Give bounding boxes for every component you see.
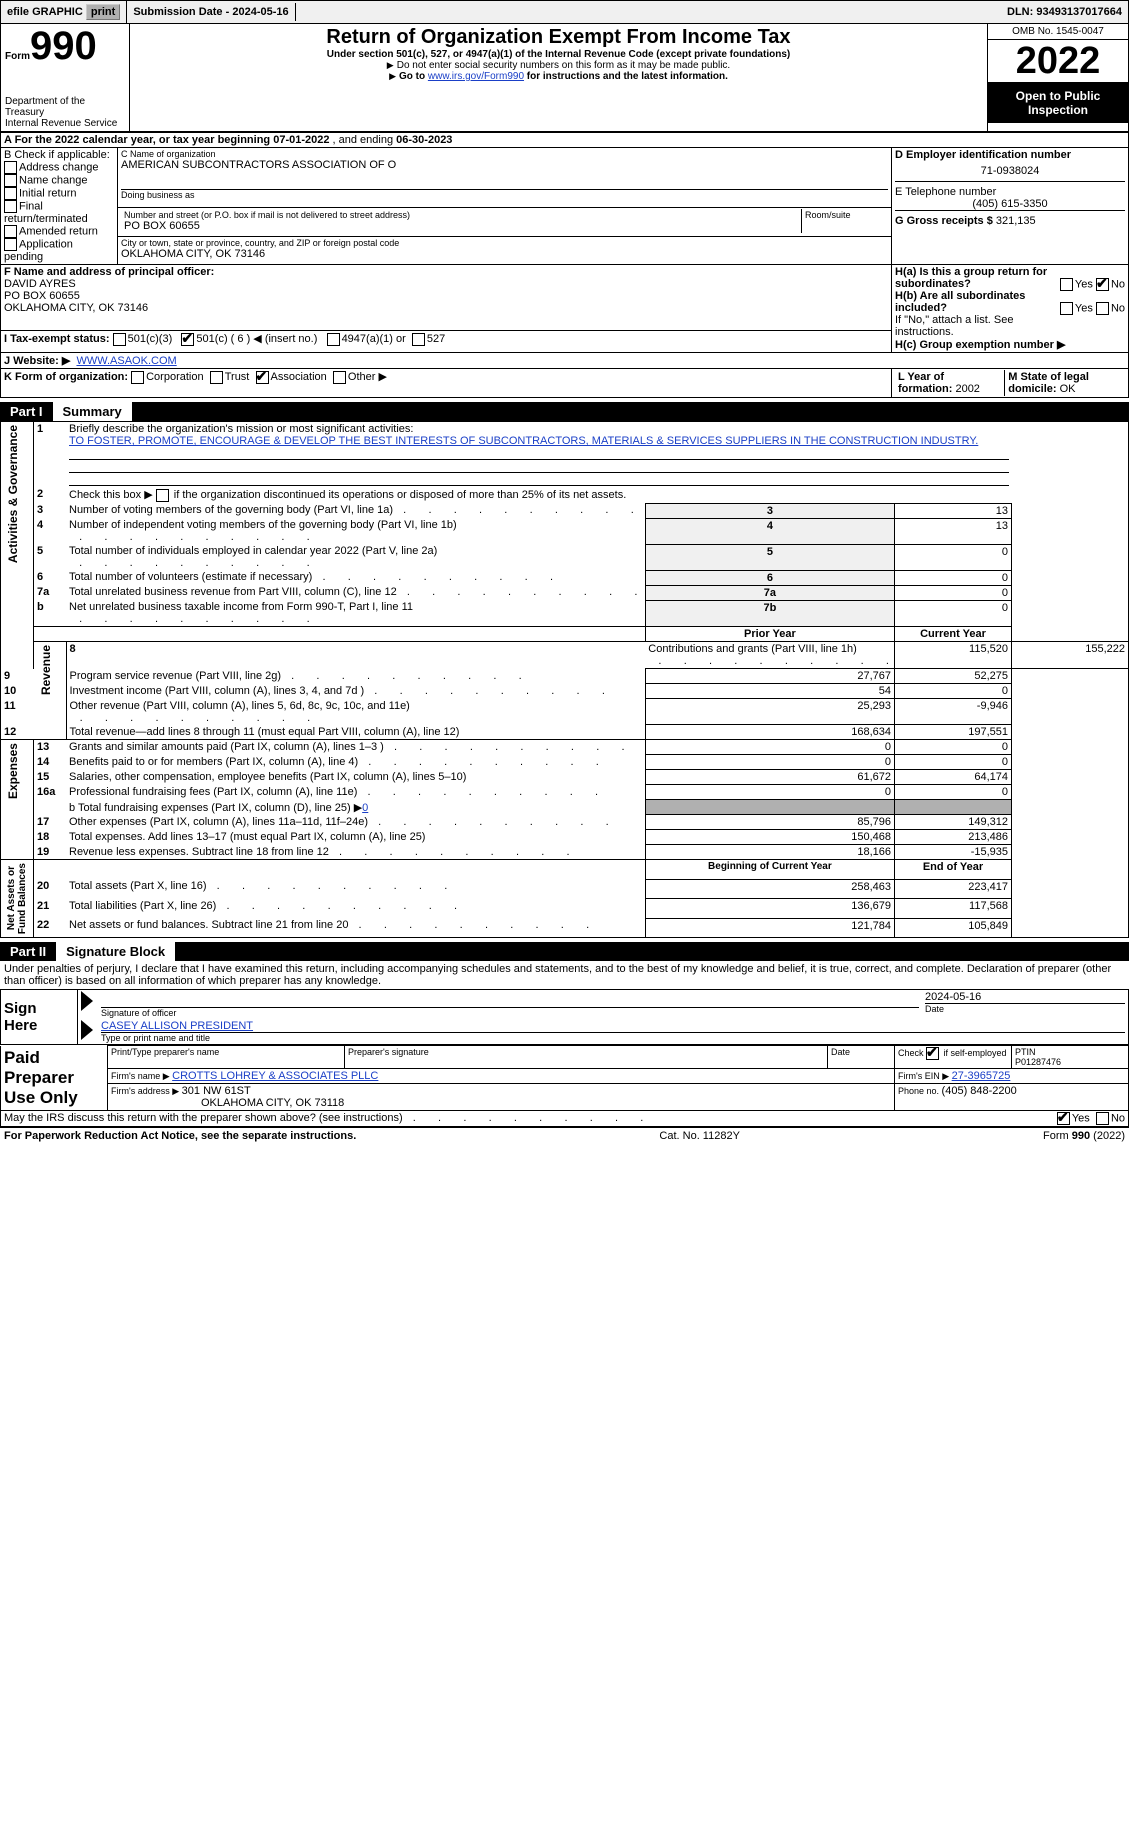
form-title: Return of Organization Exempt From Incom… <box>134 26 983 49</box>
website-link[interactable]: WWW.ASAOK.COM <box>76 355 176 367</box>
sign-arrow-icon <box>81 991 93 1011</box>
signature-table: Sign Here Signature of officer 2024-05-1… <box>0 989 1129 1045</box>
mission-text[interactable]: TO FOSTER, PROMOTE, ENCOURAGE & DEVELOP … <box>69 435 978 447</box>
part2-bar: Part II Signature Block <box>0 942 1129 961</box>
top-bar: efile GRAPHIC print Submission Date - 20… <box>0 0 1129 24</box>
instructions-link[interactable]: www.irs.gov/Form990 <box>428 71 524 82</box>
dln-cell: DLN: 93493137017664 <box>1001 3 1128 21</box>
submission-cell: Submission Date - 2024-05-16 <box>127 3 295 21</box>
page-footer: For Paperwork Reduction Act Notice, see … <box>0 1127 1129 1144</box>
form-header: Form990 Department of the Treasury Inter… <box>0 24 1129 132</box>
tax-year: 2022 <box>988 40 1128 83</box>
part1-bar: Part I Summary <box>0 402 1129 421</box>
print-button[interactable]: print <box>86 4 120 20</box>
perjury-text: Under penalties of perjury, I declare th… <box>0 961 1129 989</box>
preparer-table: Paid Preparer Use Only Print/Type prepar… <box>0 1045 1129 1127</box>
entity-block: A For the 2022 calendar year, or tax yea… <box>0 132 1129 398</box>
efile-label: efile GRAPHIC <box>7 6 83 18</box>
summary-table: Activities & Governance 1 Briefly descri… <box>0 421 1129 938</box>
sign-arrow-icon <box>81 1020 93 1040</box>
